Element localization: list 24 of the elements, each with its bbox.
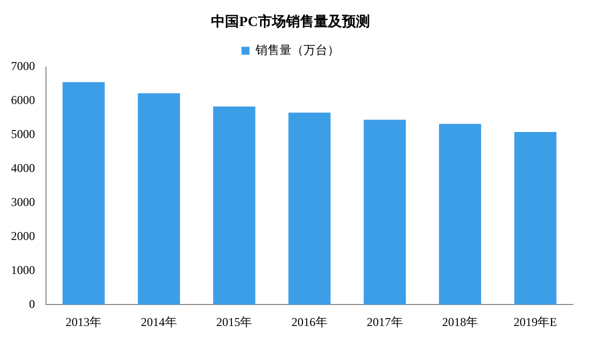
x-tick-label: 2014年 bbox=[140, 314, 177, 329]
x-tick-label: 2019年E bbox=[514, 314, 558, 329]
bar bbox=[438, 124, 482, 305]
y-tick-label: 6000 bbox=[11, 92, 35, 107]
x-tick-label: 2016年 bbox=[292, 314, 328, 329]
y-tick-label: 2000 bbox=[11, 228, 35, 243]
bar bbox=[288, 112, 331, 305]
y-tick-label: 4000 bbox=[11, 160, 35, 175]
chart-title: 中国PC市场销售量及预测 bbox=[211, 13, 370, 30]
x-tick-label: 2017年 bbox=[366, 314, 403, 329]
x-tick-label: 2018年 bbox=[442, 314, 478, 329]
bar bbox=[138, 93, 180, 305]
y-tick-label: 7000 bbox=[11, 58, 35, 73]
bar bbox=[62, 82, 105, 305]
legend-label: 销售量（万台） bbox=[254, 42, 340, 57]
y-tick-label: 1000 bbox=[11, 262, 35, 277]
bar bbox=[514, 132, 556, 305]
x-tick-label: 2013年 bbox=[66, 314, 102, 329]
y-tick-label: 3000 bbox=[11, 194, 35, 209]
bar bbox=[213, 106, 256, 305]
y-tick-label: 0 bbox=[29, 296, 35, 311]
bar bbox=[364, 120, 406, 305]
y-tick-label: 5000 bbox=[11, 126, 35, 141]
x-tick-label: 2015年 bbox=[216, 314, 252, 329]
